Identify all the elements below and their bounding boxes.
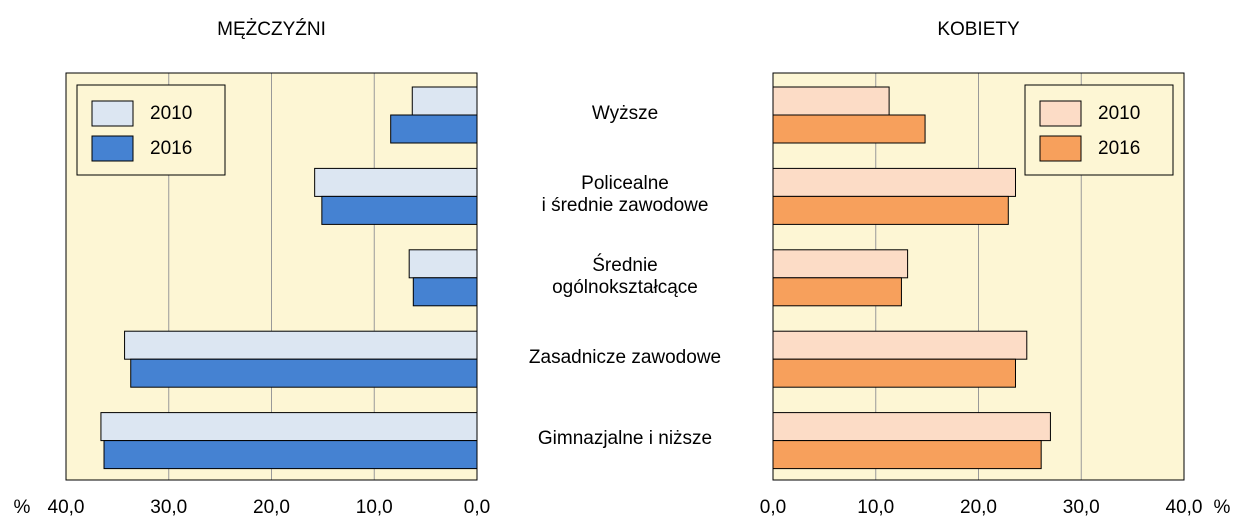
- legend-label: 2016: [150, 138, 192, 159]
- x-tick-label: 20,0: [960, 497, 997, 518]
- legend-label: 2010: [150, 103, 192, 124]
- bar: [772, 86, 890, 116]
- x-tick-label: 0,0: [464, 497, 490, 518]
- bar: [772, 277, 902, 307]
- bar: [772, 330, 1028, 360]
- x-axis-label: %: [14, 497, 31, 518]
- category-label: Zasadnicze zawodowe: [528, 346, 722, 368]
- x-tick-label: 30,0: [1063, 497, 1100, 518]
- category-label: Średnie ogólnokształcące: [552, 254, 698, 298]
- x-tick-label: 0,0: [760, 497, 786, 518]
- x-tick-label: 30,0: [150, 497, 187, 518]
- bar: [772, 114, 926, 144]
- legend-swatch: [1039, 135, 1082, 162]
- bar: [408, 249, 478, 279]
- legend-swatch: [1039, 100, 1082, 127]
- legend-label: 2016: [1098, 138, 1140, 159]
- x-tick-label: 40,0: [1166, 497, 1203, 518]
- bar: [103, 440, 478, 470]
- bar: [100, 412, 478, 442]
- bar: [390, 114, 478, 144]
- x-axis-label: %: [1214, 497, 1231, 518]
- bar: [124, 330, 478, 360]
- legend-label: 2010: [1098, 103, 1140, 124]
- bar: [321, 195, 478, 225]
- legend-swatch: [91, 135, 134, 162]
- chart-title: MĘŻCZYŹNI: [217, 19, 326, 40]
- plot-frame: [65, 72, 478, 481]
- bar: [772, 195, 1009, 225]
- x-tick-label: 10,0: [857, 497, 894, 518]
- bar: [411, 86, 478, 116]
- category-label: Gimnazjalne i niższe: [537, 428, 713, 450]
- bar: [130, 358, 478, 388]
- bar: [772, 440, 1042, 470]
- x-tick-label: 40,0: [48, 497, 85, 518]
- bar: [772, 358, 1016, 388]
- x-tick-label: 20,0: [253, 497, 290, 518]
- x-tick-label: 10,0: [356, 497, 393, 518]
- legend-swatch: [91, 100, 134, 127]
- bar: [412, 277, 478, 307]
- chart-title: KOBIETY: [937, 19, 1020, 40]
- bar: [772, 412, 1051, 442]
- plot-frame: [772, 72, 1185, 481]
- category-label: Wyższe: [591, 102, 659, 124]
- bar: [314, 167, 478, 197]
- category-label: Policealne i średnie zawodowe: [541, 173, 709, 217]
- bar: [772, 249, 909, 279]
- bar: [772, 167, 1016, 197]
